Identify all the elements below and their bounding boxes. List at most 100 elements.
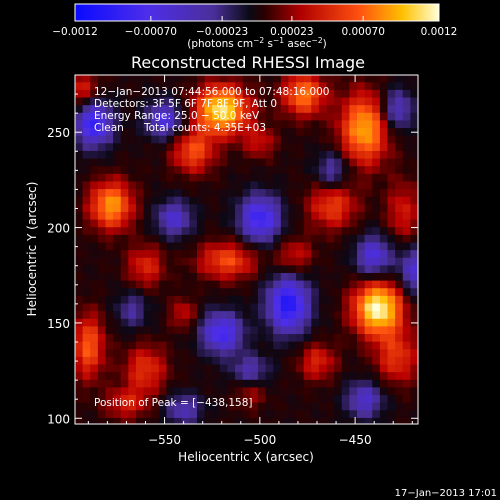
heatmap-cell <box>265 127 274 136</box>
heatmap-cell <box>174 417 183 425</box>
heatmap-cell <box>364 165 373 174</box>
heatmap-cell <box>90 333 99 342</box>
heatmap-cell <box>135 257 145 266</box>
heatmap-cell <box>212 409 221 418</box>
heatmap-cell <box>128 386 137 396</box>
x-tick-label: −500 <box>243 433 276 447</box>
heatmap-cell <box>196 234 206 243</box>
heatmap-cell <box>204 142 213 151</box>
heatmap-cell <box>372 295 381 304</box>
heatmap-cell <box>318 363 328 373</box>
heatmap-cell <box>410 241 419 251</box>
heatmap-cell <box>334 417 343 425</box>
heatmap-cell <box>257 75 267 83</box>
heatmap-cell <box>181 241 190 251</box>
heatmap-cell <box>174 218 183 228</box>
heatmap-cell <box>97 386 107 396</box>
heatmap-cell <box>166 280 175 289</box>
heatmap-cell <box>273 165 282 174</box>
heatmap-cell <box>212 241 221 251</box>
heatmap-cell <box>189 89 198 98</box>
heatmap-cell <box>82 333 91 342</box>
heatmap-cell <box>410 75 419 83</box>
heatmap-cell <box>265 119 274 129</box>
heatmap-cell <box>135 402 145 411</box>
heatmap-cell <box>235 165 244 174</box>
heatmap-cell <box>311 203 320 212</box>
heatmap-cell <box>265 264 274 273</box>
heatmap-cell <box>158 356 168 365</box>
heatmap-cell <box>311 226 320 235</box>
heatmap-cell <box>90 272 99 281</box>
heatmap-cell <box>196 180 206 190</box>
heatmap-cell <box>326 180 335 190</box>
heatmap-cell <box>135 363 145 373</box>
heatmap-cell <box>128 249 137 258</box>
heatmap-cell <box>296 302 305 312</box>
heatmap-cell <box>280 386 290 396</box>
heatmap-cell <box>364 89 373 98</box>
heatmap-cell <box>212 112 221 121</box>
heatmap-cell <box>326 75 335 83</box>
heatmap-cell <box>288 394 297 403</box>
heatmap-cell <box>303 257 312 266</box>
heatmap-cell <box>288 417 297 425</box>
heatmap-cell <box>174 150 183 159</box>
heatmap-cell <box>341 394 350 403</box>
heatmap-cell <box>204 280 213 289</box>
heatmap-cell <box>372 318 381 327</box>
heatmap-cell <box>189 96 198 106</box>
heatmap-cell <box>219 165 229 174</box>
heatmap-cell <box>120 75 129 83</box>
heatmap-cell <box>143 75 152 83</box>
heatmap-cell <box>235 356 244 365</box>
heatmap-cell <box>105 188 114 197</box>
heatmap-cell <box>387 180 396 190</box>
heatmap-cell <box>128 264 137 273</box>
heatmap-cell <box>196 356 206 365</box>
heatmap-cell <box>364 173 373 182</box>
heatmap-cell <box>257 371 267 380</box>
heatmap-cell <box>334 257 343 266</box>
heatmap-cell <box>174 333 183 342</box>
heatmap-cell <box>128 302 137 312</box>
heatmap-cell <box>250 295 259 304</box>
heatmap-cell <box>135 280 145 289</box>
heatmap-cell <box>341 356 350 365</box>
heatmap-cell <box>341 81 350 90</box>
heatmap-cell <box>75 119 84 129</box>
heatmap-cell <box>113 333 122 342</box>
heatmap-cell <box>143 417 152 425</box>
heatmap-cell <box>318 119 328 129</box>
heatmap-cell <box>135 127 145 136</box>
heatmap-cell <box>128 356 137 365</box>
heatmap-cell <box>326 157 335 167</box>
heatmap-cell <box>189 325 198 335</box>
heatmap-cell <box>334 142 343 151</box>
heatmap-cell <box>151 325 160 335</box>
heatmap-cell <box>82 173 91 182</box>
heatmap-cell <box>113 135 122 144</box>
heatmap-cell <box>227 379 236 388</box>
heatmap-cell <box>395 318 404 327</box>
heatmap-cell <box>311 272 320 281</box>
heatmap-cell <box>97 89 107 98</box>
heatmap-cell <box>349 135 358 144</box>
heatmap-cell <box>334 180 343 190</box>
heatmap-cell <box>318 249 328 258</box>
heatmap-cell <box>303 234 312 243</box>
heatmap-cell <box>135 333 145 342</box>
heatmap-cell <box>196 226 206 235</box>
heatmap-cell <box>242 325 251 335</box>
heatmap-cell <box>395 379 404 388</box>
heatmap-cell <box>402 280 411 289</box>
heatmap-cell <box>265 348 274 357</box>
heatmap-cell <box>235 409 244 418</box>
heatmap-cell <box>273 75 282 83</box>
heatmap-cell <box>265 295 274 304</box>
heatmap-cell <box>303 379 312 388</box>
heatmap-cell <box>311 96 320 106</box>
heatmap-cell <box>326 211 335 220</box>
heatmap-cell <box>181 249 190 258</box>
heatmap-cell <box>311 180 320 190</box>
